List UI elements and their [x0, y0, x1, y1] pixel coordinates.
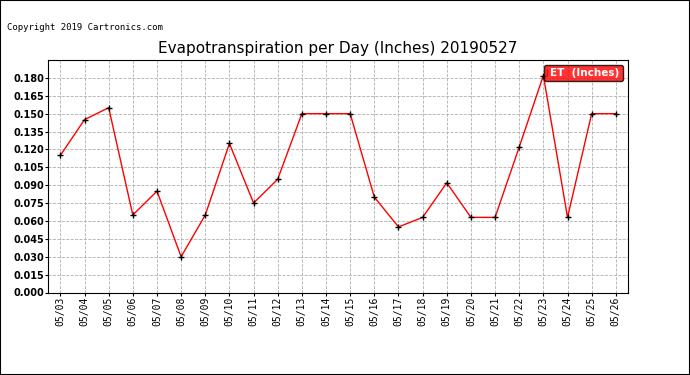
Legend: ET  (Inches): ET (Inches)	[544, 65, 622, 81]
Title: Evapotranspiration per Day (Inches) 20190527: Evapotranspiration per Day (Inches) 2019…	[159, 41, 518, 56]
Text: Copyright 2019 Cartronics.com: Copyright 2019 Cartronics.com	[7, 22, 163, 32]
